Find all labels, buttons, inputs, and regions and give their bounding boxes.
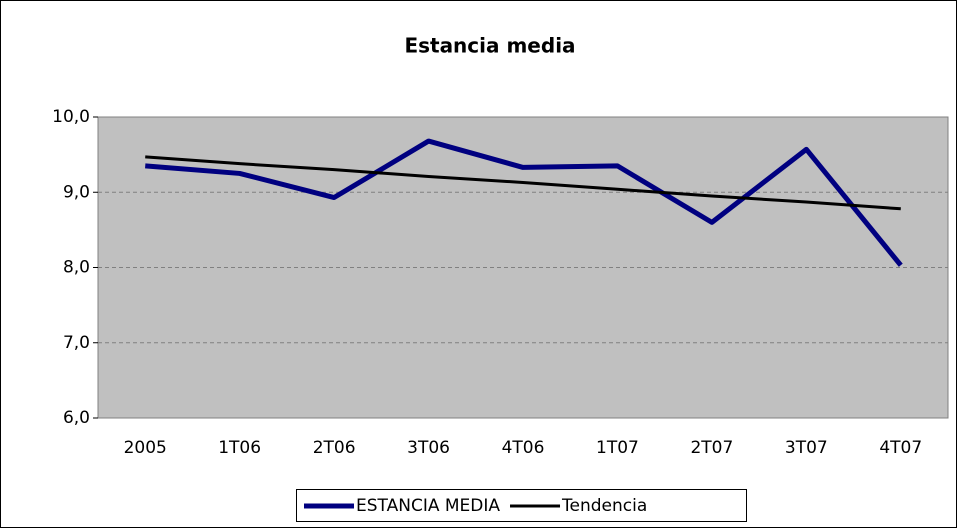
x-tick-label: 3T07	[785, 438, 828, 458]
series-line	[145, 138, 903, 267]
y-tick-label: 10,0	[52, 107, 90, 127]
y-tick-label: 9,0	[63, 182, 90, 202]
y-tick-label: 8,0	[63, 258, 90, 278]
y-tick-label: 6,0	[63, 408, 90, 428]
x-tick-label: 1T07	[596, 438, 639, 458]
series-line	[145, 155, 901, 211]
legend-label: Tendencia	[561, 496, 647, 516]
x-tick-label: 4T06	[502, 438, 545, 458]
y-tick-label: 7,0	[63, 333, 90, 353]
x-tick-label: 3T06	[407, 438, 450, 458]
x-tick-label: 1T06	[218, 438, 261, 458]
legend-box	[296, 489, 747, 522]
legend-label: ESTANCIA MEDIA	[356, 496, 500, 516]
x-tick-label: 2T06	[313, 438, 356, 458]
x-tick-label: 2T07	[690, 438, 733, 458]
x-tick-label: 4T07	[879, 438, 922, 458]
chart-title: Estancia media	[404, 34, 575, 58]
x-tick-label: 2005	[124, 438, 167, 458]
